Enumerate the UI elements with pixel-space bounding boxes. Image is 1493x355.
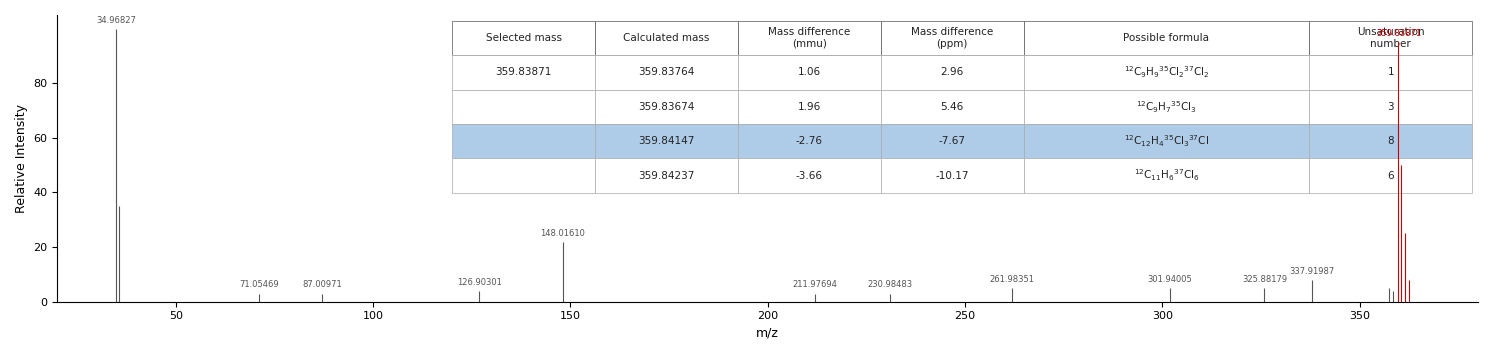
Text: 359.83871: 359.83871 [1377, 29, 1421, 38]
Text: 337.91987: 337.91987 [1290, 267, 1335, 276]
Text: 211.97694: 211.97694 [793, 280, 838, 289]
Text: 71.05469: 71.05469 [239, 280, 279, 289]
Text: 87.00971: 87.00971 [302, 280, 342, 289]
Text: 34.96827: 34.96827 [97, 16, 136, 24]
Text: 261.98351: 261.98351 [990, 275, 1035, 284]
Text: 301.94005: 301.94005 [1148, 275, 1193, 284]
Y-axis label: Relative Intensity: Relative Intensity [15, 104, 28, 213]
Text: 325.88179: 325.88179 [1242, 275, 1287, 284]
Text: 230.98483: 230.98483 [867, 280, 912, 289]
Text: 126.90301: 126.90301 [457, 278, 502, 287]
Text: 148.01610: 148.01610 [540, 229, 585, 237]
X-axis label: m/z: m/z [757, 327, 779, 340]
